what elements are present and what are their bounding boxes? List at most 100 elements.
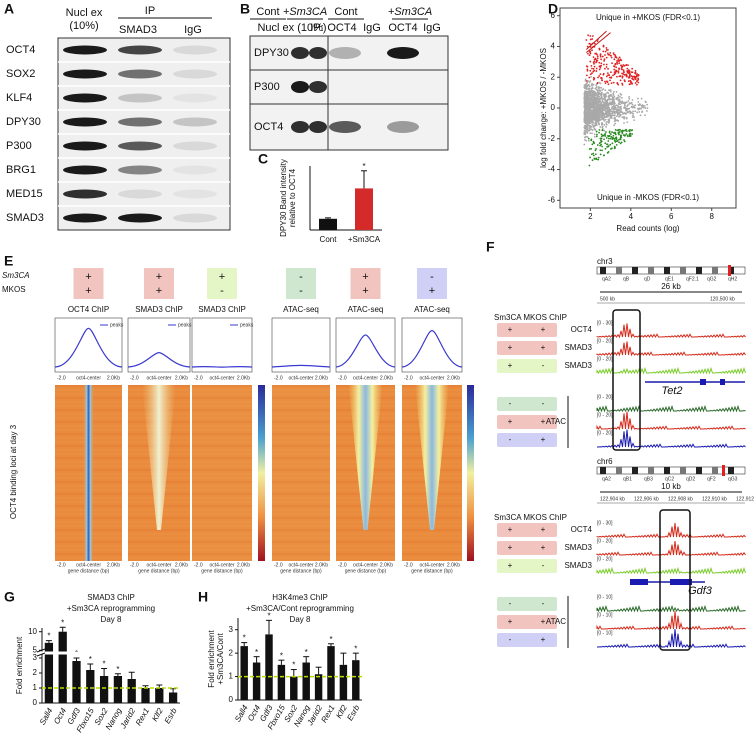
- point: [611, 131, 613, 133]
- lane-label: IgG: [363, 22, 381, 34]
- heatmap-texture: [128, 541, 190, 543]
- track-range: [0 - 30]: [597, 520, 613, 526]
- state-sign: -: [509, 399, 512, 408]
- heatmap-texture: [192, 433, 252, 435]
- band: [173, 189, 217, 199]
- point: [587, 80, 590, 83]
- point: [585, 130, 588, 133]
- point: [610, 103, 613, 106]
- row-label: BRG1: [6, 164, 36, 176]
- atac-label: ATAC: [546, 617, 566, 626]
- point: [619, 75, 622, 78]
- heatmap-texture: [192, 513, 252, 515]
- heatmap-texture: [192, 509, 252, 511]
- point: [586, 45, 589, 48]
- significance-star: *: [354, 644, 357, 653]
- profile-curve: [401, 329, 463, 368]
- point: [597, 156, 600, 159]
- x-tick-label: 2.0Kb: [315, 562, 328, 568]
- point: [583, 95, 586, 97]
- point: [598, 115, 601, 118]
- heatmap-texture: [402, 553, 462, 555]
- point: [586, 95, 588, 98]
- point: [585, 98, 588, 101]
- heatmap-texture: [272, 437, 330, 439]
- point: [621, 100, 624, 103]
- heatmap-texture: [192, 505, 252, 507]
- y-tick-label: 5: [33, 645, 38, 654]
- y-axis-label: relative to OCT4: [288, 168, 297, 227]
- heatmap-texture: [192, 429, 252, 431]
- point: [618, 131, 621, 133]
- point: [614, 105, 617, 108]
- y-tick-label: 4: [551, 42, 556, 51]
- column-title: OCT4 ChIP: [68, 305, 109, 314]
- point: [590, 76, 592, 78]
- point: [617, 99, 620, 101]
- x-tick-label: Rex1: [134, 707, 151, 728]
- point: [607, 89, 610, 92]
- point: [626, 67, 629, 70]
- track-range: [0 - 20]: [597, 356, 613, 362]
- significance-star: *: [61, 618, 64, 627]
- point: [613, 110, 616, 113]
- point: [627, 80, 630, 83]
- point: [599, 141, 602, 144]
- heatmap-texture: [192, 417, 252, 419]
- point: [620, 68, 623, 70]
- track-range: [0 - 20]: [597, 338, 613, 344]
- point: [615, 97, 618, 99]
- track-range: [0 - 10]: [597, 630, 613, 636]
- heatmap-texture: [192, 493, 252, 495]
- point: [623, 139, 625, 141]
- point: [637, 97, 639, 100]
- point: [638, 111, 641, 113]
- x-tick-label: 2: [588, 212, 593, 221]
- x-tick-label: 2.0Kb: [107, 562, 120, 568]
- group-label: Cont: [256, 6, 279, 18]
- point: [590, 114, 593, 117]
- heatmap-texture: [272, 537, 330, 539]
- point: [586, 119, 589, 122]
- track-range: [0 - 20]: [597, 394, 613, 400]
- row-label: SMAD3: [6, 212, 44, 224]
- track-label: SMAD3: [564, 361, 592, 370]
- point: [591, 72, 593, 75]
- point: [623, 106, 625, 109]
- significance-star: *: [267, 611, 270, 620]
- point: [588, 118, 590, 121]
- ip-label: IP: [145, 5, 155, 17]
- point: [614, 63, 617, 66]
- point: [587, 113, 590, 115]
- point: [637, 103, 640, 106]
- point: [602, 154, 605, 157]
- point: [613, 145, 616, 148]
- point: [593, 136, 596, 138]
- group-label: +Sm3CA: [283, 6, 327, 18]
- heatmap-texture: [402, 557, 462, 559]
- heatmap-texture: [272, 429, 330, 431]
- point: [625, 117, 628, 120]
- point: [620, 66, 623, 69]
- ideogram-band: [648, 467, 654, 474]
- point: [589, 60, 592, 63]
- x-tick-label: Sall4: [38, 706, 55, 726]
- point: [601, 149, 603, 152]
- point: [641, 110, 644, 113]
- heatmap-texture: [192, 453, 252, 455]
- band: [387, 121, 419, 133]
- heatmap-texture: [336, 553, 395, 555]
- y-axis-label: DPY30 Band intensity: [279, 159, 288, 237]
- band-label: qG3: [728, 476, 738, 482]
- point: [607, 151, 610, 153]
- point: [643, 104, 646, 107]
- heatmap-texture: [336, 541, 395, 543]
- point: [586, 136, 589, 138]
- x-tick-label: -2.0: [338, 562, 347, 568]
- point: [604, 54, 606, 56]
- heatmap-texture: [402, 533, 462, 535]
- profile-curve: [271, 364, 331, 368]
- point: [584, 116, 587, 119]
- lane-header: Nucl ex: [66, 7, 103, 19]
- heatmap-texture: [402, 541, 462, 543]
